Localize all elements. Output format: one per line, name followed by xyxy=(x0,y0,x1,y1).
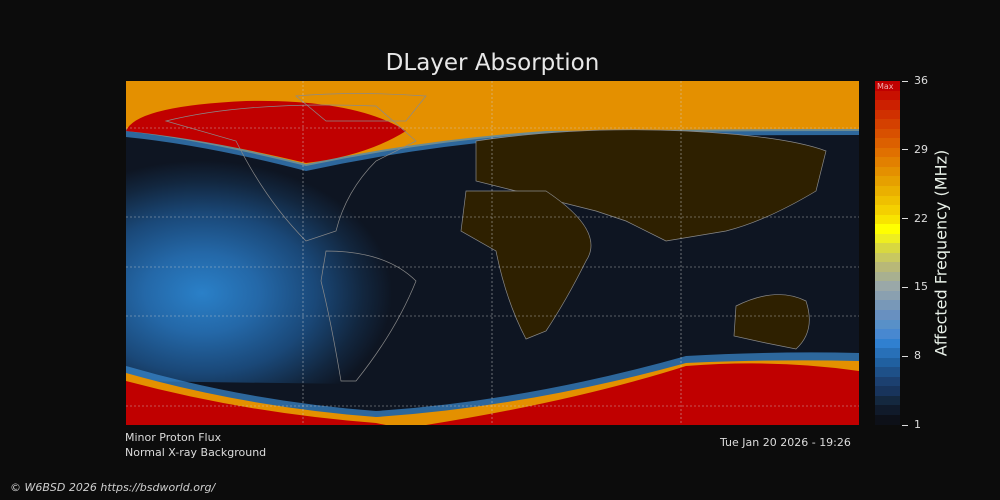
colorbar-segment xyxy=(875,290,900,301)
colorbar-segment xyxy=(875,281,900,292)
colorbar-segment xyxy=(875,205,900,216)
colorbar-segment xyxy=(875,348,900,359)
land-masses xyxy=(164,93,827,382)
continent-greenland xyxy=(295,93,427,122)
continent-europe-asia xyxy=(475,129,827,242)
colorbar-segment xyxy=(875,357,900,368)
colorbar-segment xyxy=(875,214,900,225)
colorbar-segment xyxy=(875,90,900,101)
copyright: © W6BSD 2026 https://bsdworld.org/ xyxy=(10,481,216,494)
colorbar-tick: 22 xyxy=(902,212,928,225)
colorbar-segment xyxy=(875,405,900,416)
colorbar-segment xyxy=(875,376,900,387)
colorbar-segment xyxy=(875,252,900,263)
colorbar-tick: 29 xyxy=(902,143,928,156)
colorbar-title: Affected Frequency (MHz) xyxy=(931,149,951,357)
colorbar-segment xyxy=(875,100,900,111)
colorbar-segment xyxy=(875,310,900,321)
colorbar-segment xyxy=(875,166,900,177)
absorption-map xyxy=(126,81,859,425)
colorbar-segment xyxy=(875,300,900,311)
colorbar-segment xyxy=(875,338,900,349)
colorbar-segment xyxy=(875,243,900,254)
graticule xyxy=(126,81,859,425)
colorbar-segment xyxy=(875,109,900,120)
continent-south-america xyxy=(320,250,417,382)
colorbar-segment xyxy=(875,262,900,273)
colorbar-segment xyxy=(875,395,900,406)
colorbar-segment xyxy=(875,319,900,330)
colorbar-segment xyxy=(875,157,900,168)
south-polar-cap xyxy=(126,363,859,425)
colorbar-segment xyxy=(875,176,900,187)
colorbar-tick: 8 xyxy=(902,349,921,362)
colorbar-segment xyxy=(875,386,900,397)
chart-title: DLayer Absorption xyxy=(385,50,600,76)
night-shading xyxy=(126,121,506,386)
colorbar-segment xyxy=(875,271,900,282)
colorbar-tick: 15 xyxy=(902,280,928,293)
colorbar-segment xyxy=(875,119,900,130)
colorbar-segment xyxy=(875,195,900,206)
colorbar-segment xyxy=(875,415,900,425)
timestamp: Tue Jan 20 2026 - 19:26 xyxy=(720,436,851,449)
north-edge-blue xyxy=(126,129,859,171)
north-polar-cap xyxy=(126,100,406,163)
proton-flux-status: Minor Proton Flux xyxy=(125,431,222,444)
continent-north-america xyxy=(164,104,417,242)
colorbar-segment xyxy=(875,81,900,92)
colorbar-segment xyxy=(875,147,900,158)
colorbar-tick: 36 xyxy=(902,74,928,87)
colorbar-tick: 1 xyxy=(902,418,921,431)
colorbar xyxy=(875,81,900,425)
colorbar-segment xyxy=(875,185,900,196)
continent-africa xyxy=(460,190,592,340)
colorbar-segment xyxy=(875,128,900,139)
colorbar-segment xyxy=(875,233,900,244)
continent-australia xyxy=(733,294,810,350)
colorbar-segment xyxy=(875,138,900,149)
colorbar-segment xyxy=(875,224,900,235)
colorbar-segment xyxy=(875,367,900,378)
colorbar-max-label: Max xyxy=(877,82,894,91)
xray-status: Normal X-ray Background xyxy=(125,446,267,459)
colorbar-segment xyxy=(875,329,900,340)
